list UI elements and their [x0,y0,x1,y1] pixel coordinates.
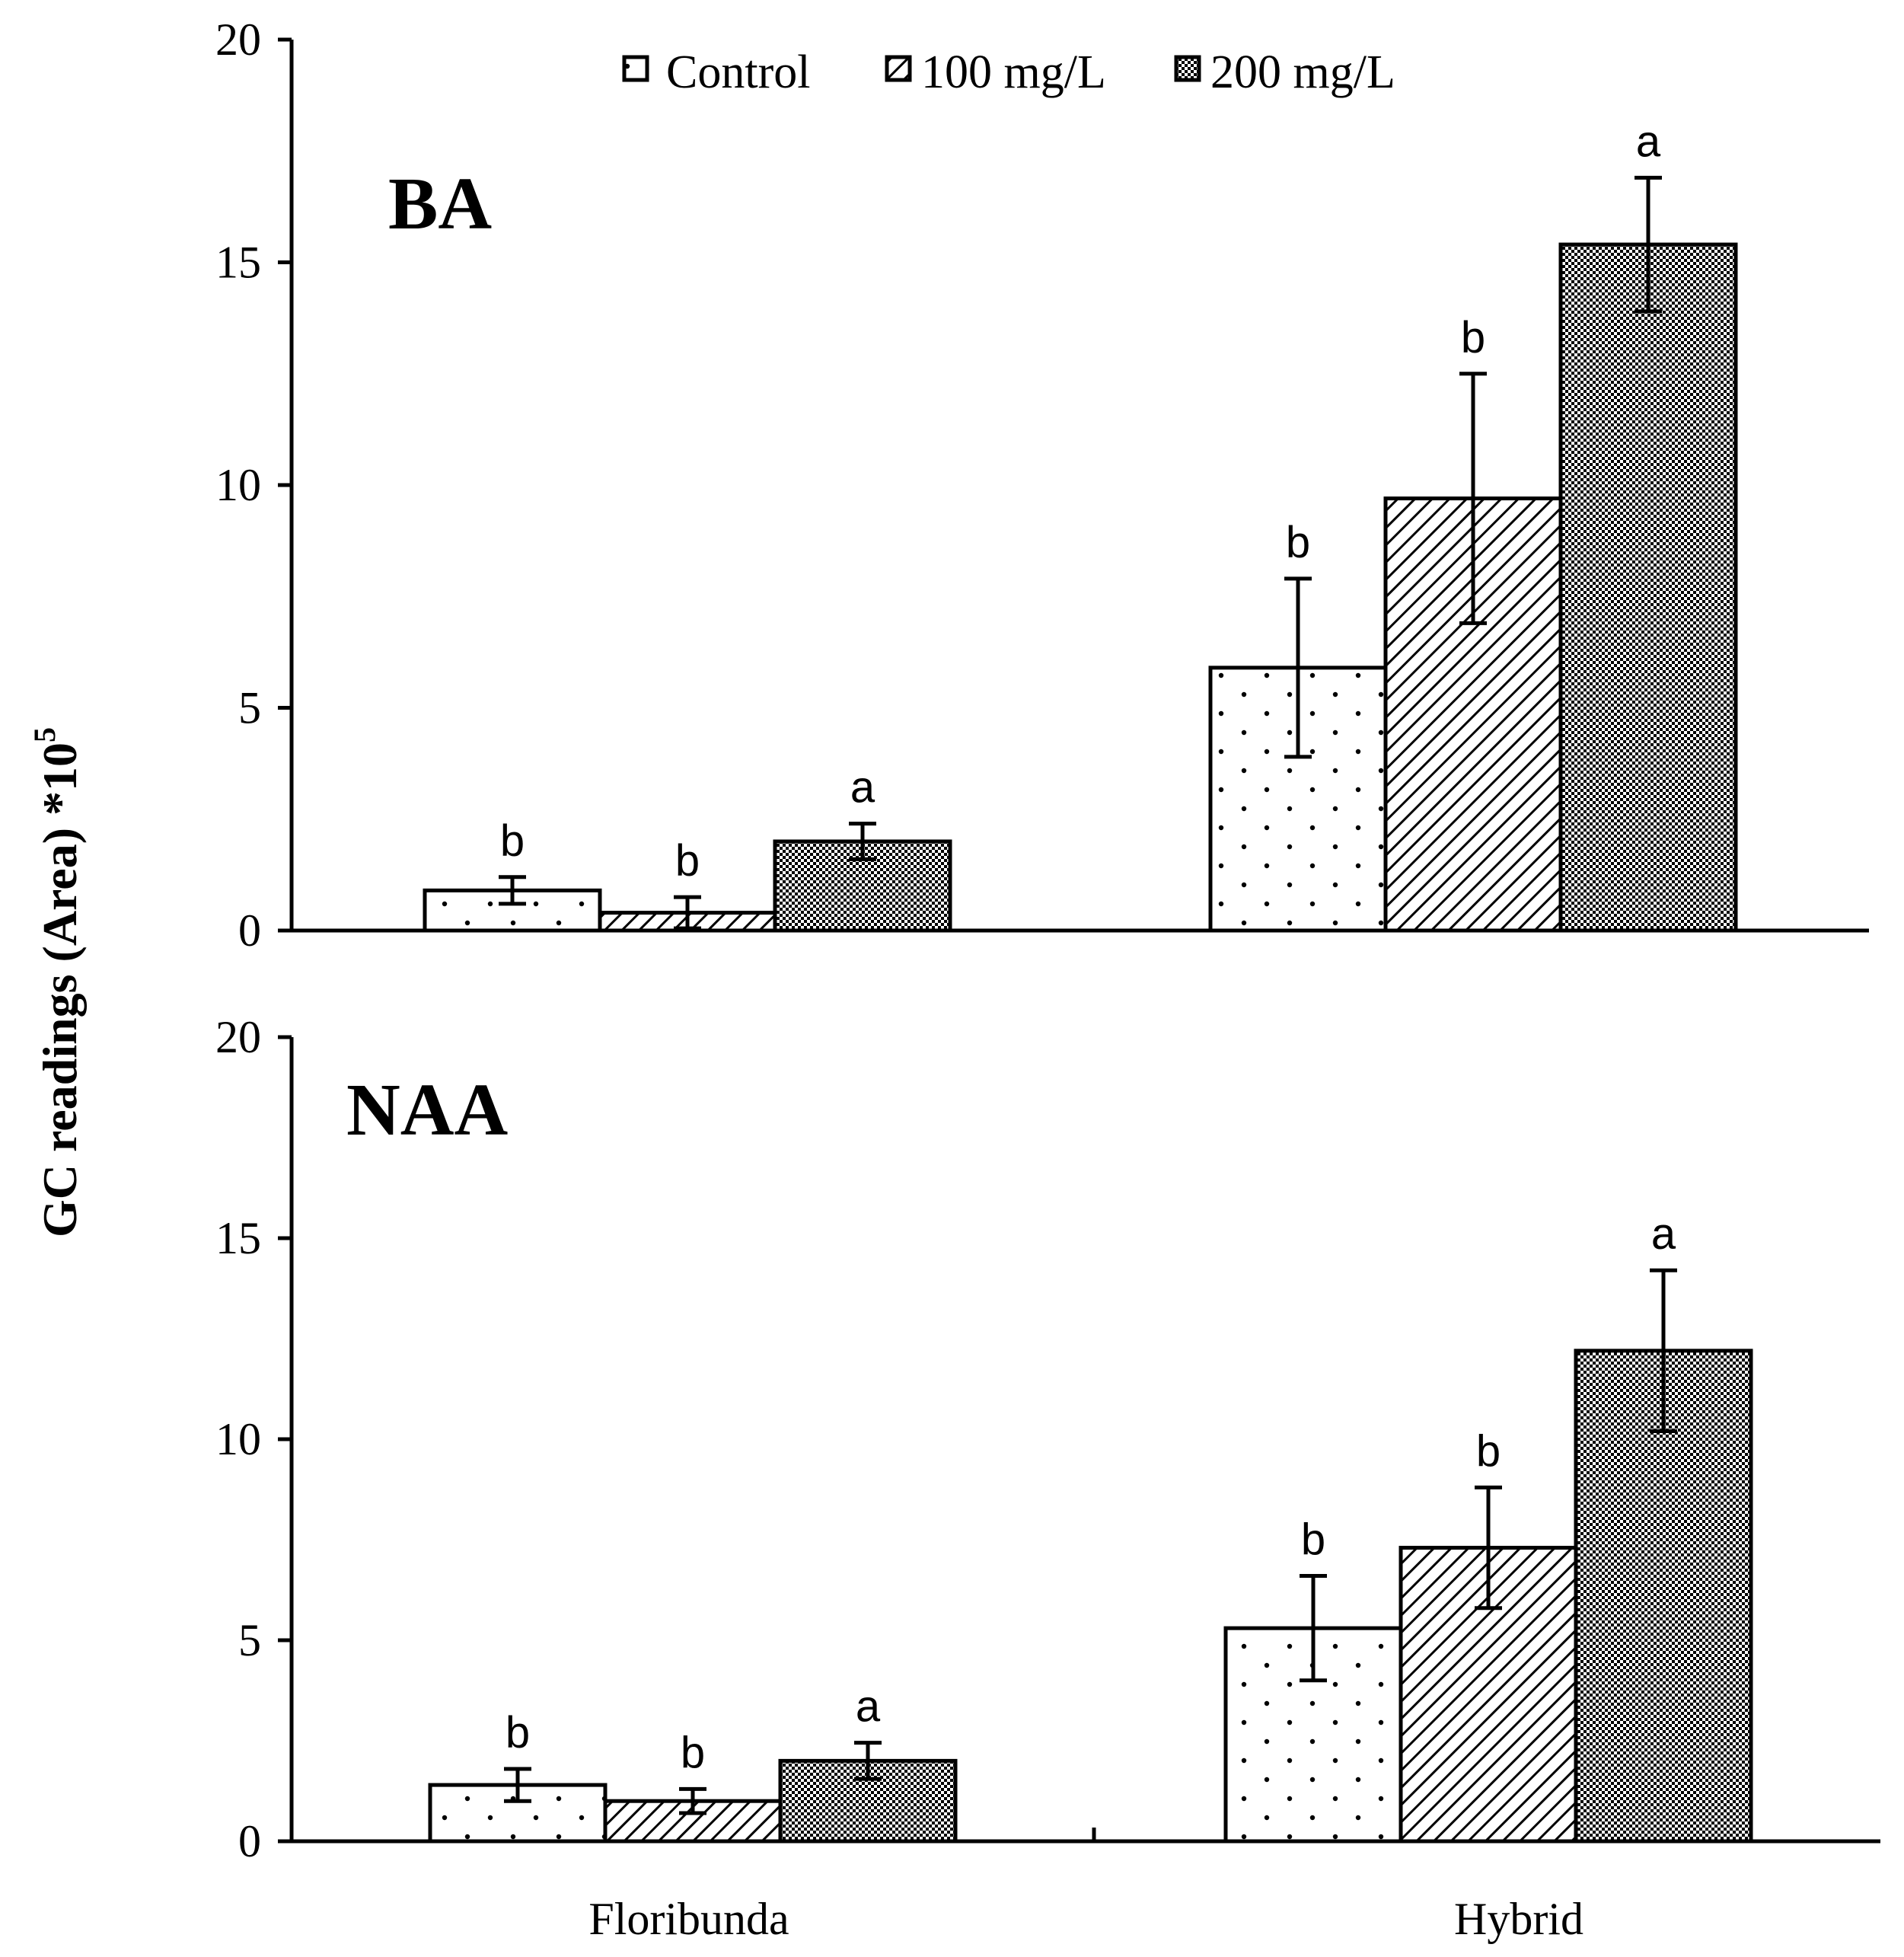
bar-ba-hybrid-200 [1558,242,1738,933]
y-tick-label-ba-15: 15 [215,238,261,288]
y-tick-label-ba-20: 20 [215,14,261,65]
sig-label-naa-hybrid-control: b [1301,1515,1325,1565]
panel-title-ba: BA [388,163,492,245]
legend-swatch-control [622,55,649,82]
y-tick-label-ba-5: 5 [238,683,261,733]
legend-item-100: 100 mg/L [885,46,1106,98]
y-tick-label-naa-15: 15 [215,1213,261,1263]
category-label-hybrid: Hybrid [1454,1894,1583,1944]
legend-item-control: Control [622,46,810,98]
sig-label-ba-floribunda-100: b [675,836,700,886]
legend-label-100: 100 mg/L [921,46,1106,98]
legend: Control 100 mg/L 200 mg/L [622,46,1395,98]
y-axis-label: GC readings (Area) *105 [27,727,87,1237]
y-tick-label-naa-10: 10 [215,1414,261,1464]
plot-area: 0 5 10 15 20 b b b b a a 0 5 10 15 20 b b b b a a [215,14,1880,1866]
sig-label-ba-floribunda-control: b [500,816,525,866]
y-tick-label-naa-5: 5 [238,1615,261,1665]
sig-label-ba-hybrid-200: a [1636,117,1661,166]
y-axis-label-superscript: 5 [27,727,62,742]
legend-label-control: Control [666,46,810,98]
y-tick-label-naa-20: 20 [215,1012,261,1062]
y-tick-label-ba-0: 0 [238,905,261,956]
sig-label-ba-floribunda-200: a [850,763,875,812]
panel-title-naa: NAA [346,1069,509,1151]
sig-label-ba-hybrid-100: b [1461,313,1485,362]
y-tick-label-naa-0: 0 [238,1816,261,1866]
sig-label-naa-hybrid-200: a [1651,1209,1676,1259]
legend-swatch-200 [1174,55,1201,82]
legend-label-200: 200 mg/L [1210,46,1395,98]
sig-label-naa-floribunda-control: b [506,1708,530,1757]
legend-item-200: 200 mg/L [1174,46,1395,98]
sig-label-naa-floribunda-100: b [681,1728,705,1777]
category-label-floribunda: Floribunda [588,1894,789,1944]
sig-label-naa-hybrid-100: b [1476,1426,1501,1476]
y-tick-label-ba-10: 10 [215,460,261,510]
sig-label-ba-hybrid-control: b [1286,518,1310,567]
sig-label-naa-floribunda-200: a [856,1682,881,1732]
legend-swatch-100 [885,55,912,82]
y-axis-label-text: GC readings (Area) *10 [33,742,87,1237]
